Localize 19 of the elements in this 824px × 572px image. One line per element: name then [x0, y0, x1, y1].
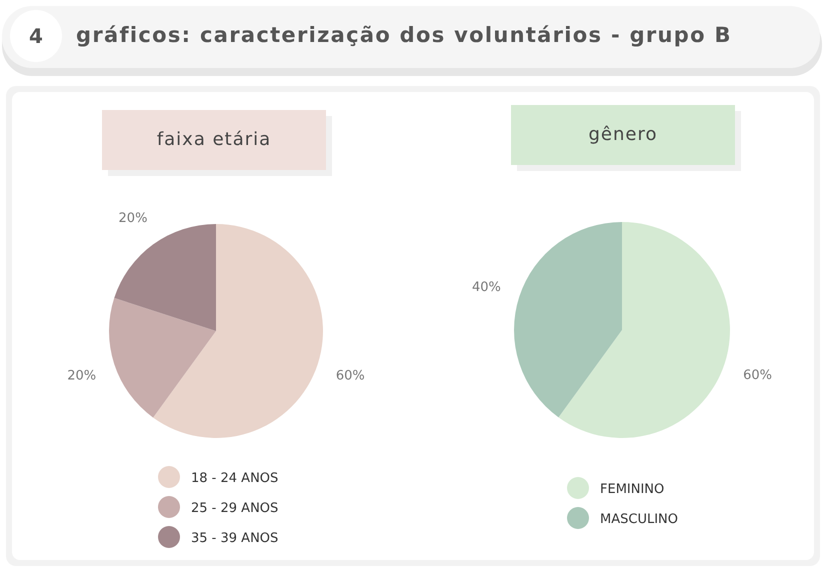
text: 4	[29, 24, 43, 48]
pie-slice	[114, 224, 216, 331]
legend-label: 18 - 24 ANOS	[191, 471, 278, 486]
pie-slice	[558, 222, 730, 438]
legend-label: 35 - 39 ANOS	[191, 531, 278, 546]
pie-slice	[109, 298, 216, 418]
data-label: 20%	[67, 368, 96, 384]
legend-label: FEMININO	[600, 482, 664, 497]
data-label: 60%	[743, 368, 772, 384]
legend-label: MASCULINO	[600, 512, 678, 527]
data-label: 40%	[472, 280, 501, 295]
chart-title: faixa etária	[156, 129, 272, 150]
chart-title: gênero	[588, 124, 658, 145]
pie-slice	[153, 224, 323, 438]
text: gráficos: caracterização dos voluntários - grupo B	[76, 23, 732, 47]
data-label: 20%	[118, 210, 148, 226]
pie-slice	[514, 222, 622, 418]
legend-label: 25 - 29 ANOS	[191, 501, 278, 516]
data-label: 60%	[336, 368, 365, 384]
